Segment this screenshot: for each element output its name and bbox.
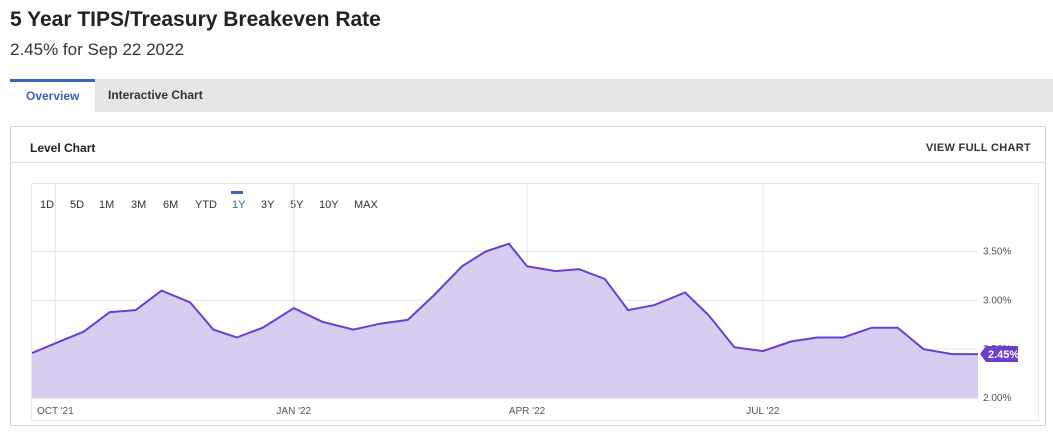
range-3y-button[interactable]: 3Y	[261, 199, 275, 211]
tab-bar: Overview Interactive Chart	[10, 79, 1053, 112]
panel-header: Level Chart VIEW FULL CHART	[11, 127, 1045, 163]
view-full-chart-link[interactable]: VIEW FULL CHART	[925, 142, 1031, 154]
series-line	[32, 242, 978, 356]
series-area	[32, 243, 978, 398]
y-tick-label: 2.00%	[983, 393, 1011, 404]
page-subtitle: 2.45% for Sep 22 2022	[10, 40, 184, 59]
x-tick-label: JAN '22	[276, 406, 311, 417]
tab-overview[interactable]: Overview	[10, 79, 96, 112]
x-tick-label: OCT '21	[37, 406, 74, 417]
x-tick-label: APR '22	[509, 406, 546, 417]
level-chart-panel: Level Chart VIEW FULL CHART 1D 5D 1M 3M …	[10, 126, 1046, 426]
page-title: 5 Year TIPS/Treasury Breakeven Rate	[10, 8, 381, 31]
range-10y-button[interactable]: 10Y	[319, 199, 339, 211]
chart-area: 1D 5D 1M 3M 6M YTD 1Y 3Y 5Y 10Y MAX 3.50…	[31, 183, 1039, 421]
range-6m-button[interactable]: 6M	[163, 199, 179, 211]
x-tick-label: JUL '22	[746, 406, 780, 417]
tab-interactive-chart[interactable]: Interactive Chart	[108, 88, 203, 102]
range-1m-button[interactable]: 1M	[99, 199, 115, 211]
panel-title: Level Chart	[30, 141, 96, 155]
y-tick-label: 3.00%	[983, 295, 1011, 306]
y-tick-label: 3.50%	[983, 247, 1011, 258]
range-3m-button[interactable]: 3M	[131, 199, 147, 211]
range-max-button[interactable]: MAX	[354, 199, 378, 211]
range-1d-button[interactable]: 1D	[40, 199, 55, 211]
last-value-label: 2.45%	[988, 349, 1019, 361]
range-ytd-button[interactable]: YTD	[195, 199, 217, 211]
last-value-badge	[980, 346, 1018, 363]
range-1y-button[interactable]: 1Y	[230, 191, 245, 215]
range-5d-button[interactable]: 5D	[70, 199, 85, 211]
